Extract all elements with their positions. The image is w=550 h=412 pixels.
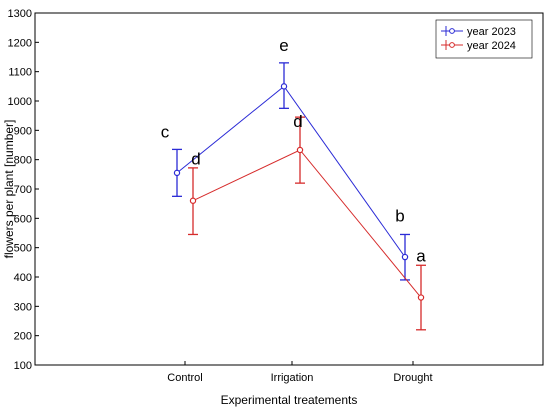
y-tick-label: 600 [14, 213, 32, 225]
x-axis-label: Experimental treatements [221, 393, 358, 407]
y-tick-label: 100 [14, 360, 32, 372]
data-point [189, 197, 197, 204]
y-tick-label: 900 [14, 125, 32, 137]
data-point [296, 146, 304, 154]
significance-label: d [191, 150, 200, 169]
y-tick-label: 300 [14, 301, 32, 313]
legend-marker [449, 28, 455, 34]
series-line-1 [176, 85, 406, 258]
legend-marker [449, 42, 455, 48]
legend: year 2023 year 2024 [435, 19, 533, 59]
y-tick-label: 1000 [8, 96, 32, 108]
significance-label: c [161, 122, 170, 141]
y-tick-label: 500 [14, 243, 32, 255]
data-point [173, 169, 181, 177]
legend-label: year 2024 [467, 40, 516, 52]
x-tick-label: Irrigation [271, 372, 314, 384]
y-tick-label: 700 [14, 184, 32, 196]
significance-label: d [293, 112, 302, 131]
y-tick-label: 800 [14, 155, 32, 167]
plot-frame [34, 12, 544, 366]
significance-label: e [279, 36, 288, 55]
significance-labels: c e b d d a [161, 36, 427, 265]
data-point [280, 83, 288, 90]
y-tick-label: 1200 [8, 37, 32, 49]
y-tick-label: 1100 [8, 67, 32, 79]
legend-box [435, 19, 533, 59]
y-axis-ticks: 100 200 300 400 500 600 700 800 900 1000 1100 1200 1… [8, 8, 39, 372]
significance-label: a [416, 246, 426, 265]
x-tick-label: Control [167, 372, 202, 384]
y-tick-label: 400 [14, 272, 32, 284]
series-layer [172, 62, 426, 331]
y-axis-label: flowers per plant [number] [2, 120, 16, 259]
series-line-2 [192, 149, 422, 298]
legend-label: year 2023 [467, 26, 516, 38]
data-point [417, 294, 425, 301]
significance-label: b [395, 206, 404, 225]
x-axis-ticks: Control Irrigation Drought [167, 361, 433, 384]
y-tick-label: 1300 [8, 8, 32, 20]
data-point [401, 253, 409, 261]
y-tick-label: 200 [14, 331, 32, 343]
x-tick-label: Drought [393, 372, 432, 384]
